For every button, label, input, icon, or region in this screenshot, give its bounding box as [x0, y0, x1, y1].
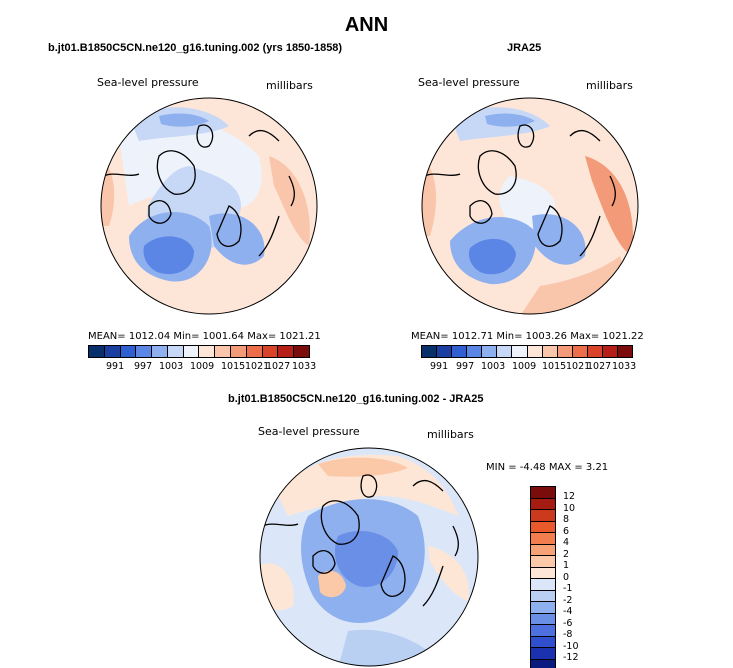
right-colorbar-tick: 1015: [542, 361, 567, 372]
diff-colorbar-tick: -1: [563, 583, 573, 594]
right-colorbar-tick: 1027: [587, 361, 612, 372]
right-colorbar-tick: 1009: [512, 361, 537, 372]
diff-colorbar-tick: -4: [563, 606, 573, 617]
diff-colorbar-tick: 12: [563, 491, 576, 502]
right-case-title: JRA25: [507, 42, 542, 54]
right-colorbar-tick: 997: [456, 361, 475, 372]
right-polar-map: [421, 97, 639, 315]
left-colorbar-tick: 1015: [221, 361, 246, 372]
diff-colorbar-tick: -10: [563, 641, 579, 652]
left-colorbar-tick: 1021: [245, 361, 270, 372]
left-colorbar-tick: 1009: [190, 361, 215, 372]
left-colorbar-tick: 1003: [159, 361, 184, 372]
right-colorbar-tick: 1021: [566, 361, 591, 372]
left-case-title: b.jt01.B1850C5CN.ne120_g16.tuning.002 (y…: [48, 42, 343, 54]
diff-colorbar-tick: -8: [563, 629, 573, 640]
right-variable-label: Sea-level pressure: [418, 76, 520, 89]
diff-colorbar-tick: 1: [563, 560, 570, 571]
diff-colorbar-tick: -2: [563, 595, 573, 606]
left-stats: MEAN= 1012.04 Min= 1001.64 Max= 1021.21: [88, 331, 321, 342]
diff-colorbar-tick: -6: [563, 618, 573, 629]
diff-units-label: millibars: [427, 428, 474, 441]
left-polar-map: [100, 97, 318, 315]
diff-colorbar: [530, 486, 556, 668]
diff-stats: MIN = -4.48 MAX = 3.21: [486, 462, 609, 473]
right-colorbar-tick: 1003: [481, 361, 506, 372]
diff-variable-label: Sea-level pressure: [258, 425, 360, 438]
right-colorbar-tick: 991: [430, 361, 449, 372]
left-variable-label: Sea-level pressure: [97, 76, 199, 89]
diff-case-title: b.jt01.B1850C5CN.ne120_g16.tuning.002 - …: [228, 393, 484, 405]
diff-colorbar-tick: 8: [563, 514, 570, 525]
left-colorbar-tick: 1033: [292, 361, 317, 372]
left-units-label: millibars: [266, 79, 313, 92]
right-units-label: millibars: [586, 79, 633, 92]
diff-colorbar-tick: 10: [563, 503, 576, 514]
diff-colorbar-tick: 6: [563, 526, 570, 537]
diff-colorbar-tick: 4: [563, 537, 570, 548]
left-colorbar: [88, 345, 310, 358]
diff-colorbar-tick: 2: [563, 549, 570, 560]
diff-colorbar-tick: 0: [563, 572, 570, 583]
left-colorbar-tick: 1027: [266, 361, 291, 372]
diff-polar-map: [259, 447, 479, 667]
right-colorbar-tick: 1033: [612, 361, 637, 372]
left-colorbar-tick: 997: [134, 361, 153, 372]
diff-colorbar-tick: -12: [563, 652, 579, 663]
figure-title: ANN: [344, 14, 389, 36]
right-colorbar: [421, 345, 633, 358]
left-colorbar-tick: 991: [106, 361, 125, 372]
right-stats: MEAN= 1012.71 Min= 1003.26 Max= 1021.22: [411, 331, 644, 342]
